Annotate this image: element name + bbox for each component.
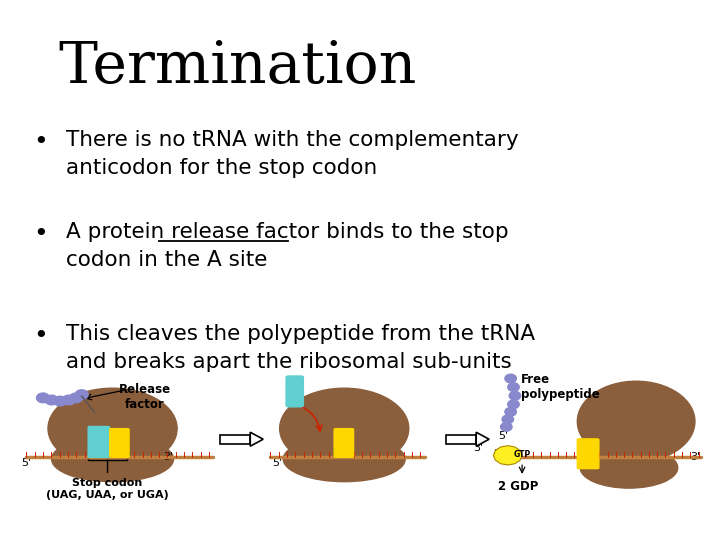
Text: 5': 5' (498, 431, 508, 441)
Circle shape (45, 395, 58, 405)
Circle shape (70, 393, 82, 403)
Text: 3': 3' (473, 443, 483, 453)
Text: 5': 5' (272, 458, 283, 468)
FancyBboxPatch shape (87, 426, 110, 458)
Text: Termination: Termination (59, 39, 417, 95)
Text: 3': 3' (690, 451, 700, 462)
Polygon shape (493, 446, 522, 465)
FancyBboxPatch shape (285, 375, 304, 408)
Polygon shape (476, 432, 489, 446)
Text: There is no tRNA with the complementary
anticodon for the stop codon: There is no tRNA with the complementary … (66, 130, 518, 178)
Circle shape (509, 392, 521, 400)
Text: Free
polypeptide: Free polypeptide (521, 373, 600, 401)
Circle shape (500, 423, 512, 431)
Circle shape (37, 393, 50, 403)
Text: Release
factor: Release factor (119, 383, 171, 411)
Text: •: • (34, 221, 48, 246)
FancyBboxPatch shape (446, 435, 476, 443)
Text: 2 GDP: 2 GDP (498, 480, 538, 492)
Circle shape (505, 374, 516, 383)
Ellipse shape (283, 436, 405, 482)
Text: 2·: 2· (492, 449, 503, 459)
Ellipse shape (279, 388, 409, 469)
FancyBboxPatch shape (577, 438, 600, 469)
FancyBboxPatch shape (220, 435, 251, 443)
Text: GTP: GTP (513, 450, 531, 460)
Text: •: • (34, 130, 48, 154)
Circle shape (63, 395, 76, 405)
Text: 5': 5' (22, 458, 32, 468)
Circle shape (502, 415, 513, 424)
Text: Stop codon
(UAG, UAA, or UGA): Stop codon (UAG, UAA, or UGA) (46, 478, 169, 500)
Text: This cleaves the polypeptide from the tRNA
and breaks apart the ribosomal sub-un: This cleaves the polypeptide from the tR… (66, 323, 535, 372)
Text: A protein release factor binds to the stop
codon in the A site: A protein release factor binds to the st… (66, 221, 508, 269)
Text: 3': 3' (163, 451, 173, 462)
FancyBboxPatch shape (333, 428, 354, 458)
Polygon shape (251, 432, 264, 446)
FancyBboxPatch shape (109, 428, 130, 458)
Ellipse shape (577, 381, 695, 462)
Ellipse shape (52, 436, 174, 482)
Circle shape (508, 383, 519, 391)
Ellipse shape (48, 388, 177, 469)
Text: •: • (34, 323, 48, 348)
Circle shape (505, 408, 516, 416)
Ellipse shape (580, 447, 678, 488)
Circle shape (508, 400, 519, 409)
Circle shape (54, 396, 67, 406)
Circle shape (76, 390, 88, 400)
